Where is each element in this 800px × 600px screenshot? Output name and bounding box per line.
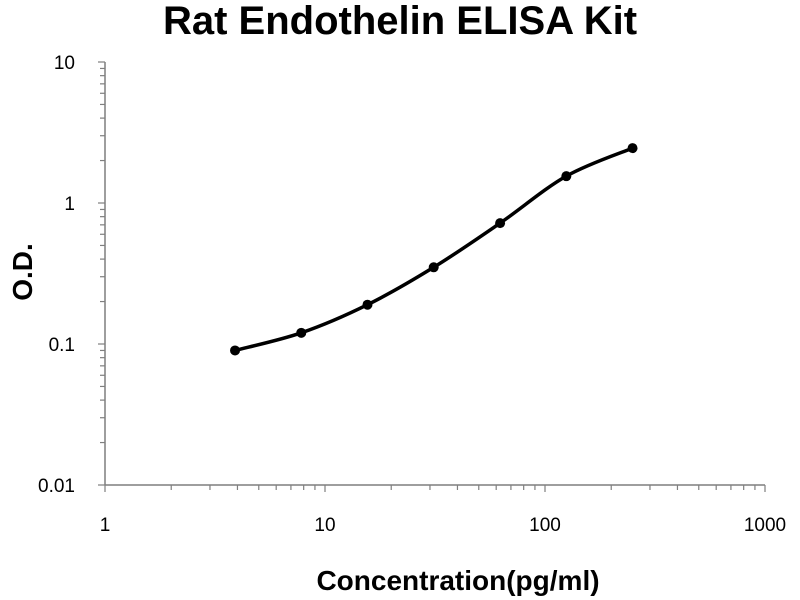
chart-title: Rat Endothelin ELISA Kit	[163, 0, 637, 43]
x-axis-label: Concentration(pg/ml)	[316, 565, 599, 596]
x-tick-label: 1000	[744, 515, 786, 536]
y-tick-label: 0.1	[49, 335, 75, 356]
y-tick-label: 0.01	[38, 476, 75, 497]
data-point	[428, 262, 439, 273]
data-point	[230, 345, 241, 356]
y-tick-label: 1	[64, 194, 75, 215]
tick-labels: 1 10 100 1000 0.01 0.1 1 10	[38, 53, 786, 536]
data-point	[627, 143, 638, 154]
x-tick-label: 10	[314, 515, 335, 536]
data-point	[495, 218, 506, 229]
x-tick-label: 1	[100, 515, 111, 536]
data-point	[561, 171, 572, 182]
axes	[98, 61, 766, 492]
series-line	[233, 146, 635, 353]
series	[230, 143, 638, 356]
data-point	[362, 299, 373, 310]
x-tick-label: 100	[529, 515, 561, 536]
data-point	[296, 327, 307, 338]
y-tick-label: 10	[54, 53, 75, 74]
y-axis-label: O.D.	[7, 243, 38, 301]
